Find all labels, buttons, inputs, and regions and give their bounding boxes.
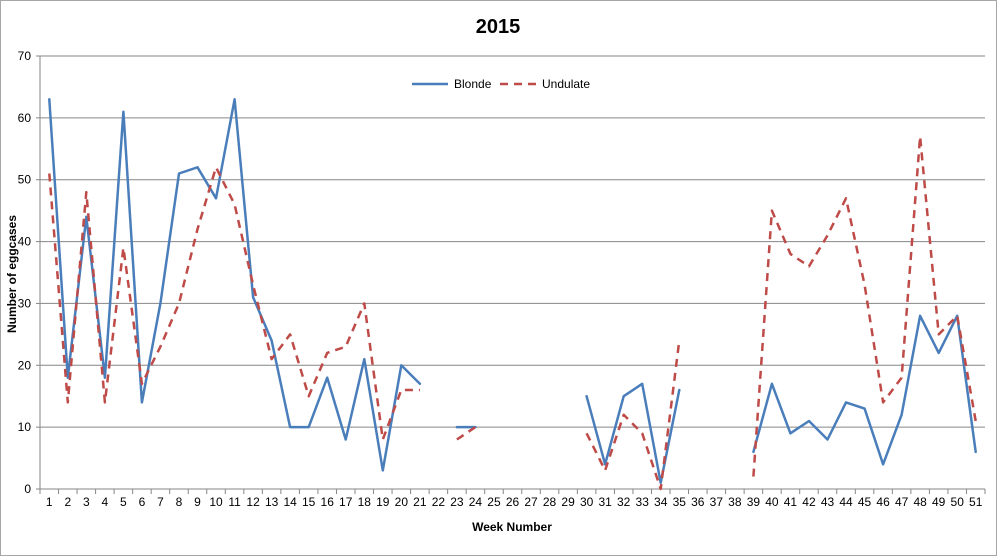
series-line-undulate (585, 340, 681, 491)
x-tick-label: 33 (636, 495, 650, 509)
x-tick-label: 50 (951, 495, 965, 509)
series-undulate (48, 135, 977, 491)
series-line-undulate (456, 426, 477, 441)
x-tick-label: 8 (176, 495, 183, 509)
x-tick-label: 35 (673, 495, 687, 509)
x-tick-label: 31 (598, 495, 612, 509)
y-tick-label: 70 (18, 49, 32, 63)
x-tick-label: 39 (747, 495, 761, 509)
x-tick-label: 38 (728, 495, 742, 509)
x-tick-label: 22 (432, 495, 446, 509)
x-tick-label: 2 (64, 495, 71, 509)
x-tick-label: 10 (209, 495, 223, 509)
x-tick-label: 46 (876, 495, 890, 509)
series-line-undulate (752, 135, 977, 477)
x-tick-label: 9 (194, 495, 201, 509)
x-tick-label: 32 (617, 495, 631, 509)
x-tick-label: 18 (358, 495, 372, 509)
series-line-blonde (48, 98, 422, 472)
legend-label-blonde: Blonde (454, 77, 492, 91)
x-tick-label: 15 (302, 495, 316, 509)
x-tick-label: 34 (654, 495, 668, 509)
x-tick-label: 3 (83, 495, 90, 509)
x-axis-ticks: 1 2 3 4 5 6 7 8 9 10 11 12 13 14 15 16 17 18 19 20 21 22 23 24 2… (39, 489, 986, 509)
x-tick-label: 20 (395, 495, 409, 509)
legend: Blonde Undulate (412, 77, 590, 91)
y-tick-label: 30 (18, 296, 32, 310)
x-tick-label: 12 (246, 495, 260, 509)
x-tick-label: 6 (139, 495, 146, 509)
x-tick-label: 47 (895, 495, 909, 509)
y-tick-label: 50 (18, 173, 32, 187)
x-tick-label: 29 (561, 495, 575, 509)
x-tick-label: 11 (228, 495, 241, 509)
x-axis-label: Week Number (472, 520, 552, 534)
x-tick-label: 36 (691, 495, 705, 509)
x-tick-label: 49 (932, 495, 946, 509)
x-tick-label: 13 (265, 495, 279, 509)
series-line-blonde (585, 382, 681, 485)
chart-title: 2015 (476, 16, 521, 38)
x-tick-label: 19 (376, 495, 390, 509)
x-tick-label: 1 (46, 495, 53, 509)
series-blonde (48, 98, 977, 485)
x-tick-label: 30 (580, 495, 594, 509)
y-axis-ticks: 0 10 20 30 40 50 60 70 (18, 49, 40, 496)
y-tick-label: 10 (18, 420, 32, 434)
x-tick-label: 37 (710, 495, 724, 509)
y-tick-label: 0 (24, 482, 31, 496)
x-tick-label: 51 (969, 495, 983, 509)
series-line-blonde (752, 314, 977, 466)
x-tick-label: 41 (784, 495, 798, 509)
x-tick-label: 24 (469, 495, 483, 509)
x-tick-label: 4 (102, 495, 109, 509)
series-layer (48, 98, 977, 491)
x-tick-label: 43 (821, 495, 835, 509)
x-tick-label: 42 (802, 495, 816, 509)
x-tick-label: 40 (765, 495, 779, 509)
x-tick-label: 27 (524, 495, 538, 509)
x-tick-label: 26 (506, 495, 520, 509)
x-tick-label: 23 (450, 495, 464, 509)
x-tick-label: 25 (487, 495, 501, 509)
x-tick-label: 28 (543, 495, 557, 509)
x-tick-label: 14 (283, 495, 297, 509)
x-tick-label: 48 (913, 495, 927, 509)
y-tick-label: 20 (18, 358, 32, 372)
y-tick-label: 40 (18, 235, 32, 249)
legend-label-undulate: Undulate (542, 77, 590, 91)
x-tick-label: 45 (858, 495, 872, 509)
gridlines (39, 55, 985, 490)
x-tick-label: 17 (339, 495, 353, 509)
x-tick-label: 16 (321, 495, 335, 509)
x-tick-label: 5 (120, 495, 127, 509)
x-tick-label: 44 (839, 495, 853, 509)
series-line-undulate (48, 166, 420, 441)
y-axis-label: Number of eggcases (5, 215, 19, 333)
x-tick-label: 7 (157, 495, 164, 509)
x-tick-label: 21 (413, 495, 427, 509)
y-tick-label: 60 (18, 111, 32, 125)
